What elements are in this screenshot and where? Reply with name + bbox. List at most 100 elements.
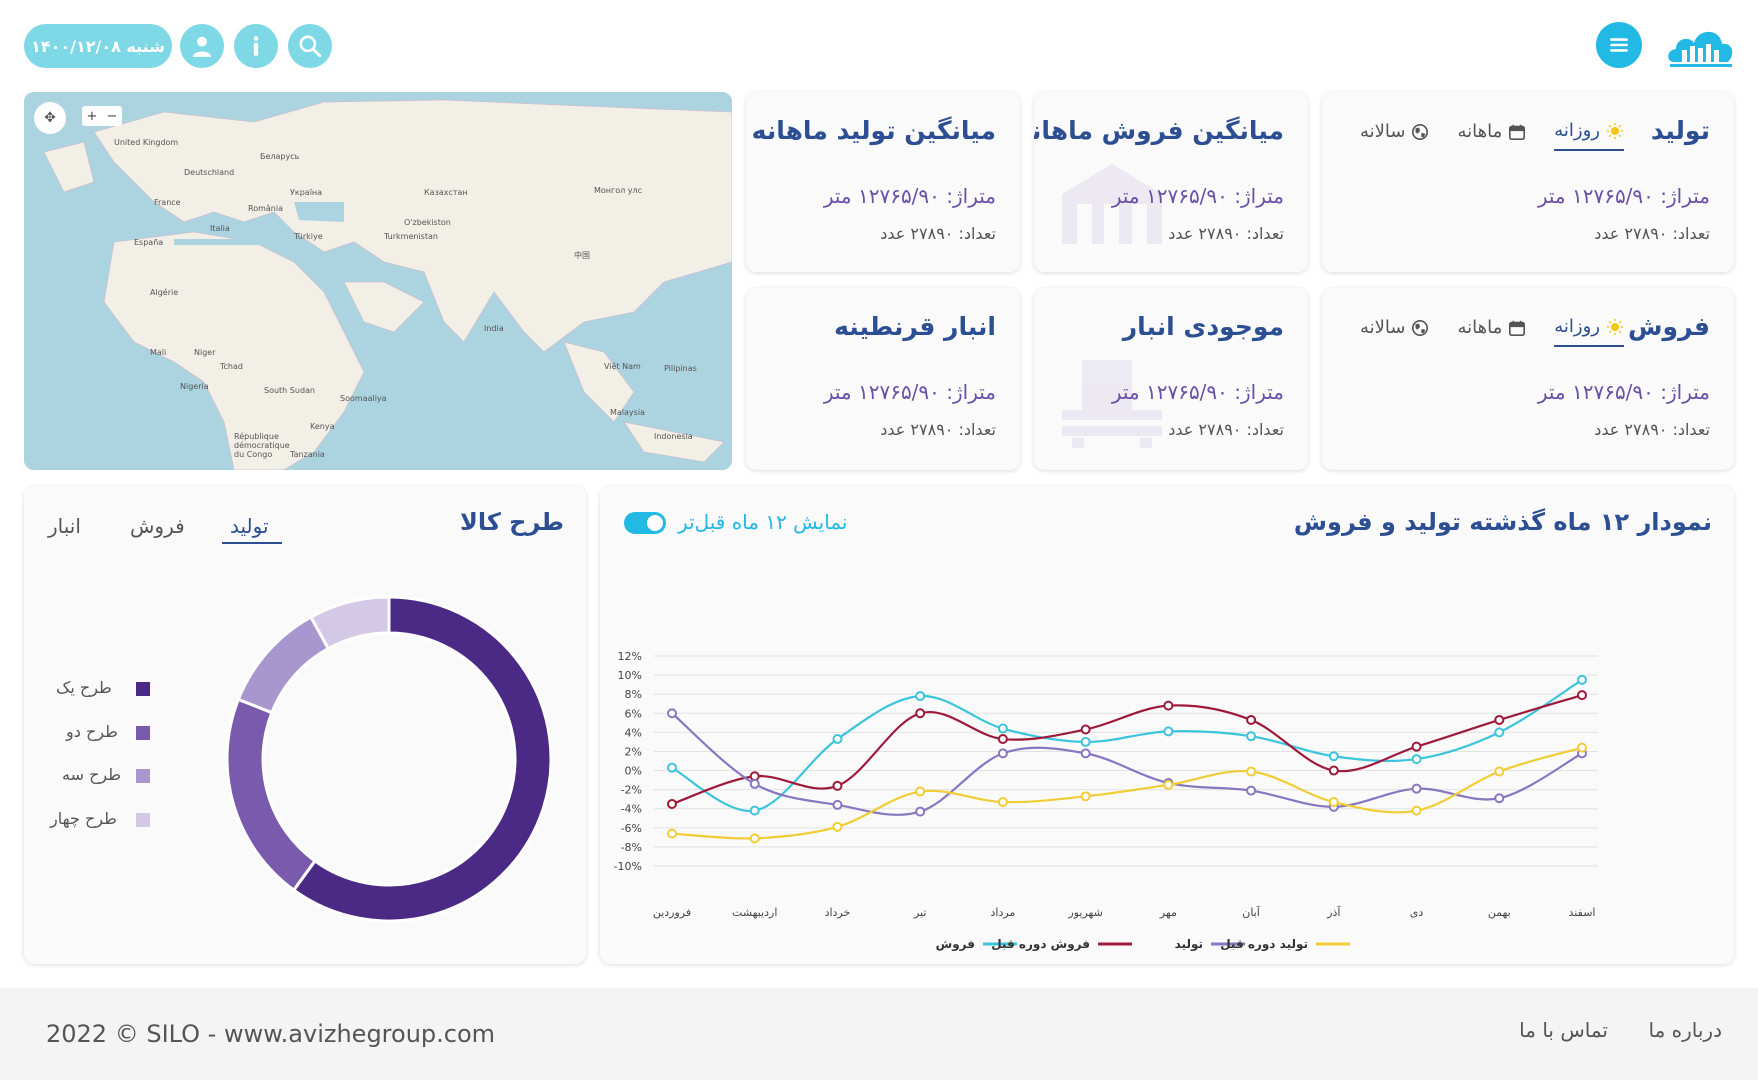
- search-button[interactable]: [288, 24, 332, 68]
- data-point[interactable]: [1246, 766, 1257, 777]
- tab-yearly[interactable]: سالانه: [1360, 120, 1430, 151]
- data-point[interactable]: [1411, 805, 1422, 816]
- data-point[interactable]: [749, 778, 760, 789]
- legend-swatch: [136, 813, 150, 827]
- data-point[interactable]: [667, 762, 677, 773]
- map-label: United Kingdom: [114, 138, 179, 147]
- y-tick-label: 0%: [625, 765, 642, 778]
- data-point[interactable]: [1080, 748, 1091, 759]
- donut-slice[interactable]: [291, 595, 553, 923]
- series-line: [671, 694, 1583, 805]
- user-button[interactable]: [180, 24, 224, 68]
- data-point[interactable]: [1163, 779, 1174, 790]
- data-point[interactable]: [1246, 714, 1257, 725]
- data-point[interactable]: [749, 805, 760, 816]
- map-zoom-control[interactable]: + −: [82, 106, 122, 126]
- tab-monthly[interactable]: ماهانه: [1457, 120, 1526, 151]
- warehouse-icon: [1062, 360, 1162, 448]
- data-point[interactable]: [1328, 751, 1339, 762]
- map-label: Việt Nam: [604, 362, 641, 371]
- legend-label: فروش دوره قبل: [991, 937, 1090, 952]
- map-label: España: [134, 238, 164, 247]
- data-point[interactable]: [749, 833, 760, 844]
- data-point[interactable]: [667, 798, 677, 809]
- series-line: [671, 746, 1583, 840]
- silo-cloud-logo[interactable]: [1664, 18, 1738, 72]
- contact-link[interactable]: تماس با ما: [1519, 1018, 1608, 1042]
- user-icon: [192, 36, 212, 57]
- data-point[interactable]: [1246, 731, 1257, 742]
- map-canvas[interactable]: [24, 92, 732, 470]
- data-point[interactable]: [667, 828, 677, 839]
- data-point[interactable]: [1411, 754, 1422, 765]
- map-pan-control[interactable]: ✥: [34, 102, 66, 134]
- y-tick-label: -2%: [621, 784, 642, 797]
- map-label: Niger: [194, 348, 216, 357]
- info-button[interactable]: [234, 24, 278, 68]
- world-map[interactable]: ✥ + − United Kingdom Deutschland France …: [24, 92, 732, 470]
- data-point[interactable]: [832, 799, 843, 810]
- data-point[interactable]: [1411, 741, 1422, 752]
- data-point[interactable]: [832, 780, 843, 791]
- map-label: India: [484, 324, 504, 333]
- y-tick-label: -4%: [621, 803, 642, 816]
- data-point[interactable]: [1577, 674, 1587, 685]
- tab-label: ماهانه: [1457, 121, 1503, 142]
- data-point[interactable]: [915, 708, 926, 719]
- data-point[interactable]: [1080, 724, 1091, 735]
- data-point[interactable]: [997, 734, 1008, 745]
- data-point[interactable]: [1494, 714, 1505, 725]
- tab-yearly[interactable]: سالانه: [1360, 316, 1430, 347]
- data-point[interactable]: [915, 691, 926, 702]
- tab-sales[interactable]: فروش: [130, 514, 185, 538]
- tab-monthly[interactable]: ماهانه: [1457, 316, 1526, 347]
- donut-slice[interactable]: [308, 595, 391, 651]
- line-chart: 12% 10% 8% 6% 4% 2% 0% -2% -4% -6% -8% -10% فروردین ا…: [614, 650, 1598, 952]
- donut-slice[interactable]: [225, 697, 318, 893]
- data-point[interactable]: [915, 806, 926, 817]
- data-point[interactable]: [1411, 783, 1422, 794]
- data-point[interactable]: [1494, 793, 1505, 804]
- sun-icon: [1606, 122, 1624, 139]
- data-point[interactable]: [1080, 736, 1091, 747]
- tab-daily[interactable]: روزانه: [1554, 120, 1624, 151]
- data-point[interactable]: [667, 708, 677, 719]
- tab-warehouse[interactable]: انبار: [48, 514, 81, 538]
- data-point[interactable]: [832, 734, 843, 745]
- y-tick-label: 6%: [625, 707, 642, 720]
- donut-slice[interactable]: [236, 615, 331, 715]
- data-point[interactable]: [1577, 690, 1587, 701]
- data-point[interactable]: [997, 797, 1008, 808]
- data-point[interactable]: [1328, 765, 1339, 776]
- copyright-text: 2022 © SILO - www.avizhegroup.com: [46, 1020, 496, 1048]
- data-point[interactable]: [915, 786, 926, 797]
- tab-production[interactable]: تولید: [230, 514, 269, 538]
- panel-title: نمودار ۱۲ ماه گذشته تولید و فروش: [1293, 508, 1712, 536]
- x-tick-label: آذر: [1326, 905, 1341, 919]
- x-tick-label: اردیبهشت: [732, 906, 777, 919]
- y-tick-label: -6%: [621, 822, 642, 835]
- data-point[interactable]: [1163, 726, 1174, 737]
- about-link[interactable]: درباره ما: [1648, 1018, 1722, 1042]
- data-point[interactable]: [1494, 766, 1505, 777]
- data-point[interactable]: [1328, 797, 1339, 808]
- data-point[interactable]: [997, 748, 1008, 759]
- count-value: تعداد: ۲۷۸۹۰ عدد: [1168, 224, 1284, 243]
- data-point[interactable]: [1246, 785, 1257, 796]
- data-point[interactable]: [997, 723, 1008, 734]
- tab-daily[interactable]: روزانه: [1554, 316, 1624, 347]
- data-point[interactable]: [1494, 727, 1505, 738]
- data-point[interactable]: [1163, 700, 1174, 711]
- count-value: تعداد: ۲۷۸۹۰ عدد: [880, 420, 996, 439]
- zoom-in-button[interactable]: +: [86, 108, 98, 124]
- data-point[interactable]: [1080, 791, 1091, 802]
- show-previous-toggle[interactable]: [624, 512, 666, 534]
- menu-button[interactable]: [1596, 22, 1642, 68]
- map-label: Kenya: [310, 422, 335, 431]
- data-point[interactable]: [832, 821, 843, 832]
- series-line: [671, 678, 1583, 812]
- map-label: Tchad: [220, 362, 243, 371]
- zoom-out-button[interactable]: −: [106, 108, 118, 124]
- count-value: تعداد: ۲۷۸۹۰ عدد: [1594, 224, 1710, 243]
- data-point[interactable]: [1577, 742, 1587, 753]
